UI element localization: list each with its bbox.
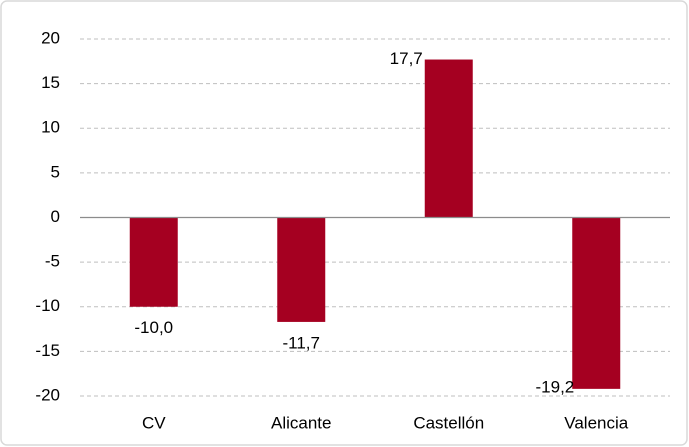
- x-tick-label: CV: [142, 413, 166, 432]
- y-tick-label: 5: [51, 162, 60, 181]
- bar: [129, 217, 178, 307]
- y-tick-label: 0: [51, 207, 60, 226]
- y-tick-label: 15: [41, 73, 60, 92]
- y-tick-label: 10: [41, 118, 60, 137]
- x-tick-label: Valencia: [564, 413, 628, 432]
- bar: [572, 217, 621, 389]
- data-label: 17,7: [390, 49, 423, 68]
- bar: [277, 217, 326, 322]
- y-tick-label: -20: [35, 385, 60, 404]
- y-tick-label: 20: [41, 28, 60, 47]
- y-tick-label: -10: [35, 296, 60, 315]
- y-tick-label: -15: [35, 341, 60, 360]
- bar: [424, 59, 473, 218]
- y-tick-label: -5: [45, 252, 60, 271]
- data-label: -19,2: [536, 377, 575, 396]
- x-tick-label: Castellón: [413, 413, 484, 432]
- x-tick-label: Alicante: [271, 413, 331, 432]
- data-label: -11,7: [283, 333, 321, 352]
- data-label: -10,0: [134, 318, 173, 337]
